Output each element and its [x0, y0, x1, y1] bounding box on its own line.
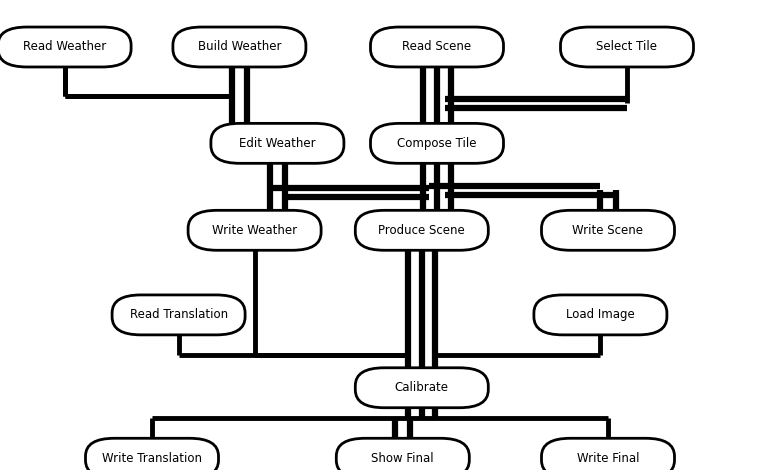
FancyBboxPatch shape — [356, 211, 489, 250]
Text: Read Weather: Read Weather — [23, 40, 106, 54]
Text: Edit Weather: Edit Weather — [239, 137, 315, 150]
FancyBboxPatch shape — [0, 27, 131, 67]
Text: Write Final: Write Final — [577, 452, 639, 465]
Text: Compose Tile: Compose Tile — [397, 137, 477, 150]
FancyBboxPatch shape — [370, 124, 503, 163]
FancyBboxPatch shape — [188, 211, 321, 250]
Text: Select Tile: Select Tile — [597, 40, 657, 54]
Text: Show Final: Show Final — [372, 452, 434, 465]
Text: Write Scene: Write Scene — [572, 224, 644, 237]
Text: Calibrate: Calibrate — [394, 381, 449, 394]
Text: Read Scene: Read Scene — [403, 40, 471, 54]
FancyBboxPatch shape — [534, 295, 667, 335]
Text: Produce Scene: Produce Scene — [378, 224, 465, 237]
Text: Write Translation: Write Translation — [102, 452, 202, 465]
Text: Read Translation: Read Translation — [129, 308, 228, 321]
FancyBboxPatch shape — [336, 438, 469, 470]
FancyBboxPatch shape — [173, 27, 306, 67]
FancyBboxPatch shape — [560, 27, 693, 67]
Text: Build Weather: Build Weather — [198, 40, 281, 54]
Text: Load Image: Load Image — [566, 308, 635, 321]
FancyBboxPatch shape — [370, 27, 503, 67]
Text: Write Weather: Write Weather — [212, 224, 297, 237]
FancyBboxPatch shape — [86, 438, 219, 470]
FancyBboxPatch shape — [112, 295, 245, 335]
FancyBboxPatch shape — [356, 368, 489, 408]
FancyBboxPatch shape — [541, 211, 675, 250]
FancyBboxPatch shape — [541, 438, 675, 470]
FancyBboxPatch shape — [211, 124, 344, 163]
